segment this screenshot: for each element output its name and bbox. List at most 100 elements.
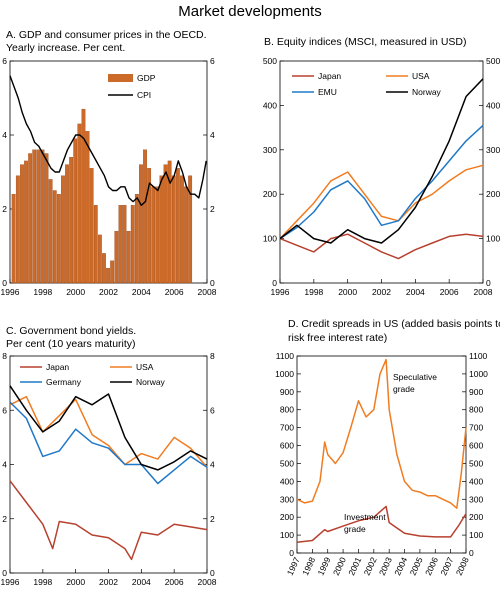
x-tick-label: 2006	[165, 577, 184, 587]
legend-label-norway: Norway	[412, 87, 442, 97]
cpi-line	[9, 75, 207, 206]
y-tick-label-left: 100	[263, 234, 277, 244]
y-tick-label-left: 600	[280, 441, 294, 451]
panel-d-title: D. Credit spreads in US (added basis poi…	[288, 318, 500, 330]
y-tick-label-left: 300	[280, 494, 294, 504]
gdp-bar	[56, 194, 61, 284]
legend-label-germany: Germany	[46, 377, 82, 387]
gdp-bar	[106, 268, 110, 284]
y-tick-label-left: 1000	[275, 369, 294, 379]
speculative-grade-annotation: grade	[393, 384, 415, 394]
gdp-bar	[97, 234, 102, 284]
panel-c-chart: 0 0 2 2 4 4 6 6 8 8 1996 1998 2000 2002 2004 2006 2008 Ja…	[1, 351, 217, 587]
y-tick-label-right: 0	[210, 568, 215, 578]
norway-line	[279, 78, 484, 244]
legend-label-emu: EMU	[318, 87, 337, 97]
x-tick-label: 1997	[285, 555, 302, 577]
x-tick-label: 2006	[423, 555, 440, 577]
x-tick-label: 2005	[408, 555, 425, 577]
x-tick-label: 2002	[99, 577, 118, 587]
x-tick-label: 2008	[198, 577, 217, 587]
emu-line	[279, 124, 484, 240]
gdp-bar	[11, 194, 16, 284]
x-tick-label: 1999	[315, 555, 332, 577]
x-tick-label: 2008	[198, 287, 217, 297]
x-tick-label: 1998	[33, 577, 52, 587]
gdp-bar	[93, 205, 98, 284]
y-tick-label-right: 500	[469, 458, 483, 468]
gdp-bar	[139, 164, 143, 284]
gdp-bar	[81, 108, 86, 284]
legend-label-japan: Japan	[318, 71, 341, 81]
x-tick-label: 2002	[372, 287, 391, 297]
gdp-bar	[48, 179, 53, 284]
panel-b-chart: 0 0 100 100 200 200 300 300 400 400 500 500 1996 1998…	[263, 56, 500, 297]
y-tick-label-left: 0	[272, 278, 277, 288]
gdp-bar	[122, 205, 127, 284]
y-tick-label-left: 200	[263, 189, 277, 199]
y-tick-label-left: 200	[280, 512, 294, 522]
gdp-bar	[24, 160, 28, 284]
gdp-bar	[167, 160, 172, 284]
x-tick-label: 1996	[271, 287, 290, 297]
gdp-bar	[44, 153, 49, 284]
y-tick-label-left: 4	[2, 460, 7, 470]
y-tick-label-right: 600	[469, 441, 483, 451]
germany-line	[9, 401, 208, 485]
y-tick-label-left: 500	[263, 56, 277, 66]
x-tick-label: 2004	[132, 577, 151, 587]
gdp-bar	[188, 175, 193, 284]
gdp-bar	[102, 253, 106, 284]
y-tick-label-left: 4	[2, 130, 7, 140]
legend-label-japan: Japan	[46, 362, 69, 372]
legend-label-norway: Norway	[136, 377, 166, 387]
y-tick-label-right: 100	[486, 234, 500, 244]
y-tick-label-right: 1100	[469, 351, 488, 361]
x-tick-label: 1996	[1, 287, 20, 297]
y-tick-label-right: 2	[210, 204, 215, 214]
y-tick-label-right: 4	[210, 460, 215, 470]
panel-a-subtitle: Yearly increase. Per cent.	[6, 42, 125, 54]
gdp-bar	[40, 149, 45, 284]
y-tick-label-left: 6	[2, 405, 7, 415]
x-tick-label: 2002	[362, 555, 379, 577]
x-tick-label: 1998	[300, 555, 317, 577]
x-tick-label: 1998	[304, 287, 323, 297]
gdp-bar	[180, 175, 184, 284]
y-tick-label-left: 6	[2, 56, 7, 66]
speculative-grade-annotation: Speculative	[393, 372, 437, 382]
y-tick-label-left: 300	[263, 145, 277, 155]
x-tick-label: 2007	[438, 555, 455, 577]
y-tick-label-left: 8	[2, 351, 7, 361]
gdp-bar	[151, 186, 156, 284]
y-tick-label-left: 700	[280, 423, 294, 433]
gdp-bar	[175, 168, 180, 284]
figure-title: Market developments	[178, 3, 321, 20]
gdp-bar	[36, 149, 41, 284]
panel-a-title: A. GDP and consumer prices in the OECD.	[6, 29, 207, 41]
y-tick-label-right: 1000	[469, 369, 488, 379]
x-tick-label: 2004	[132, 287, 151, 297]
gdp-bar	[171, 175, 176, 284]
y-tick-label-left: 900	[280, 387, 294, 397]
y-tick-label-left: 2	[2, 204, 7, 214]
usa-line	[9, 395, 208, 468]
y-tick-label-right: 700	[469, 423, 483, 433]
gdp-bar	[126, 231, 131, 284]
gdp-bar	[77, 123, 82, 284]
x-tick-label: 2006	[165, 287, 184, 297]
gdp-bar	[159, 175, 164, 284]
y-tick-label-left: 400	[280, 476, 294, 486]
y-tick-label-left: 0	[2, 278, 7, 288]
y-tick-label-left: 0	[289, 548, 294, 558]
gdp-bar	[184, 186, 188, 284]
x-tick-label: 2004	[392, 555, 409, 577]
gdp-bar	[130, 205, 135, 284]
panel-d-chart: 0 0 100 100 200 200 300 300 400 400 500 500 600 600 70…	[275, 351, 488, 577]
x-tick-label: 2008	[454, 555, 471, 577]
gdp-bar	[73, 138, 78, 284]
y-tick-label-right: 0	[486, 278, 491, 288]
panel-c-title: C. Government bond yields.	[6, 325, 136, 337]
